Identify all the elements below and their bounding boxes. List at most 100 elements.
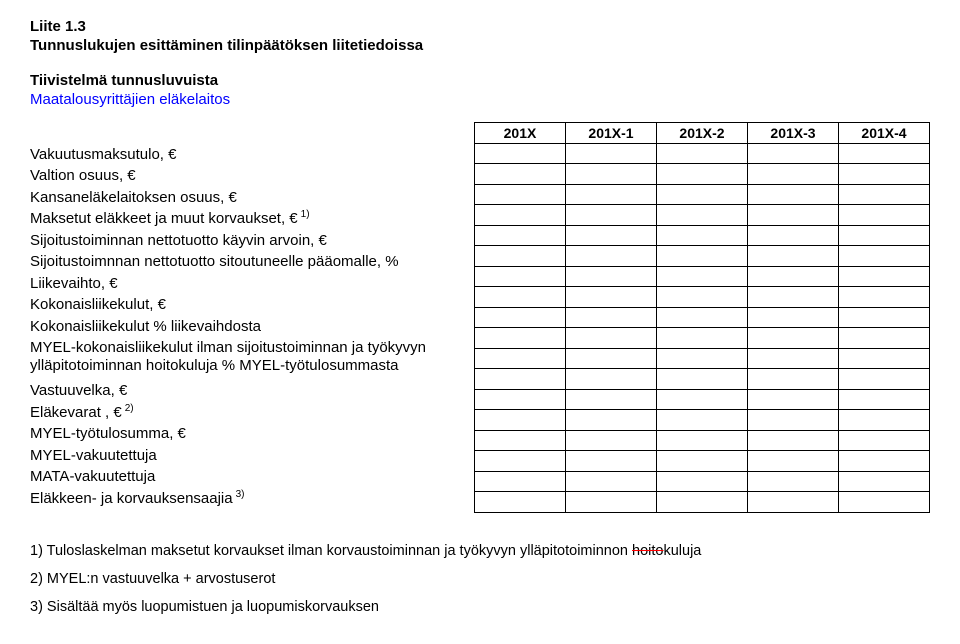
label-spacer-header — [30, 122, 474, 144]
superscript-ref: 3) — [236, 489, 245, 500]
row-label: Vakuutusmaksutulo, € — [30, 144, 474, 166]
table-cell — [839, 430, 930, 451]
table-cell — [657, 451, 748, 472]
row-label-text: Eläkevarat , € — [30, 404, 122, 421]
col-header: 201X-2 — [657, 123, 748, 144]
table-cell — [566, 225, 657, 246]
table-row — [475, 164, 930, 185]
table-cell — [475, 225, 566, 246]
row-label: Eläkevarat , €2) — [30, 402, 474, 424]
table-column: 201X 201X-1 201X-2 201X-3 201X-4 — [474, 122, 930, 513]
table-cell — [566, 430, 657, 451]
row-label-text: Eläkkeen- ja korvauksensaajia — [30, 490, 233, 507]
row-label: Kokonaisliikekulut, € — [30, 294, 474, 316]
table-cell — [839, 389, 930, 410]
table-cell — [748, 492, 839, 513]
table-cell — [839, 369, 930, 390]
row-label: MYEL-työtulosumma, € — [30, 423, 474, 445]
table-cell — [566, 471, 657, 492]
table-cell — [748, 205, 839, 226]
table-cell — [839, 492, 930, 513]
sub-heading: Tiivistelmä tunnusluvuista — [30, 72, 930, 89]
table-row — [475, 492, 930, 513]
footnote-1-suffix: kuluja — [663, 543, 701, 559]
table-cell — [748, 225, 839, 246]
col-header: 201X-3 — [748, 123, 839, 144]
table-cell — [475, 471, 566, 492]
table-cell — [475, 205, 566, 226]
table-cell — [566, 328, 657, 349]
table-cell — [657, 143, 748, 164]
footnotes: 1) Tuloslaskelman maksetut korvaukset il… — [30, 543, 930, 615]
table-cell — [839, 143, 930, 164]
table-cell — [475, 369, 566, 390]
table-row — [475, 225, 930, 246]
col-header: 201X — [475, 123, 566, 144]
table-cell — [566, 205, 657, 226]
col-header: 201X-4 — [839, 123, 930, 144]
table-row — [475, 348, 930, 369]
table-cell — [566, 307, 657, 328]
table-cell — [839, 328, 930, 349]
institution-name: Maatalousyrittäjien eläkelaitos — [30, 91, 930, 108]
superscript-ref: 2) — [125, 403, 134, 414]
table-cell — [839, 205, 930, 226]
table-cell — [748, 348, 839, 369]
table-cell — [475, 143, 566, 164]
table-cell — [748, 184, 839, 205]
table-cell — [748, 246, 839, 267]
table-cell — [839, 287, 930, 308]
table-row — [475, 328, 930, 349]
table-cell — [839, 410, 930, 431]
table-cell — [839, 471, 930, 492]
row-label: MATA-vakuutettuja — [30, 466, 474, 488]
table-cell — [657, 492, 748, 513]
table-cell — [748, 143, 839, 164]
table-cell — [657, 410, 748, 431]
table-header-row: 201X 201X-1 201X-2 201X-3 201X-4 — [475, 123, 930, 144]
footnote-1-strike: hoito — [632, 543, 663, 559]
row-label: Sijoitustoiminnan nettotuotto käyvin arv… — [30, 230, 474, 252]
table-row — [475, 143, 930, 164]
content-row: Vakuutusmaksutulo, € Valtion osuus, € Ka… — [30, 122, 930, 513]
table-cell — [657, 164, 748, 185]
row-label: Sijoitustoimnnan nettotuotto sitoutuneel… — [30, 251, 474, 273]
table-row — [475, 287, 930, 308]
table-row — [475, 451, 930, 472]
table-cell — [839, 266, 930, 287]
table-cell — [657, 348, 748, 369]
table-cell — [748, 389, 839, 410]
table-cell — [475, 287, 566, 308]
year-grid-table: 201X 201X-1 201X-2 201X-3 201X-4 — [474, 122, 930, 513]
table-cell — [566, 184, 657, 205]
row-label-text: Maksetut eläkkeet ja muut korvaukset, € — [30, 210, 298, 227]
table-cell — [566, 266, 657, 287]
table-cell — [839, 348, 930, 369]
table-cell — [566, 492, 657, 513]
row-label: Valtion osuus, € — [30, 165, 474, 187]
table-cell — [839, 225, 930, 246]
table-cell — [475, 430, 566, 451]
table-row — [475, 246, 930, 267]
table-row — [475, 369, 930, 390]
table-row — [475, 471, 930, 492]
table-cell — [475, 451, 566, 472]
col-header: 201X-1 — [566, 123, 657, 144]
footnote-3: 3) Sisältää myös luopumistuen ja luopumi… — [30, 599, 930, 615]
table-cell — [748, 369, 839, 390]
table-cell — [657, 287, 748, 308]
table-cell — [566, 389, 657, 410]
table-cell — [839, 451, 930, 472]
table-cell — [566, 410, 657, 431]
table-cell — [475, 246, 566, 267]
table-cell — [748, 266, 839, 287]
table-cell — [748, 451, 839, 472]
table-cell — [475, 348, 566, 369]
row-label: Kokonaisliikekulut % liikevaihdosta — [30, 316, 474, 338]
table-cell — [657, 328, 748, 349]
row-label: Maksetut eläkkeet ja muut korvaukset, €1… — [30, 208, 474, 230]
footnote-1-prefix: 1) Tuloslaskelman maksetut korvaukset il… — [30, 543, 632, 559]
table-row — [475, 430, 930, 451]
table-cell — [748, 164, 839, 185]
table-cell — [657, 307, 748, 328]
